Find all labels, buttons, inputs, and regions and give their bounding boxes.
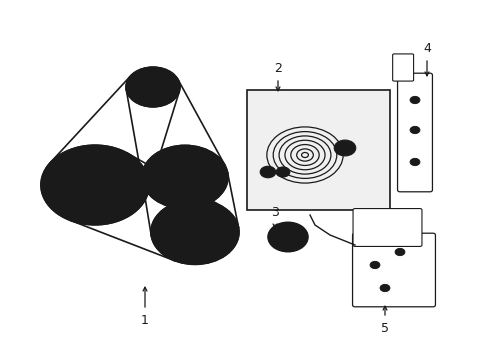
Circle shape	[260, 166, 275, 178]
Circle shape	[409, 126, 419, 134]
Circle shape	[142, 145, 227, 209]
Circle shape	[126, 67, 180, 107]
Circle shape	[409, 96, 419, 104]
Circle shape	[409, 158, 419, 166]
Circle shape	[340, 144, 349, 152]
Circle shape	[394, 248, 404, 256]
Circle shape	[151, 199, 239, 264]
Text: 3: 3	[270, 206, 278, 219]
Circle shape	[334, 140, 355, 156]
FancyBboxPatch shape	[392, 54, 413, 81]
FancyBboxPatch shape	[352, 208, 421, 247]
Circle shape	[369, 261, 379, 269]
Text: 2: 2	[273, 62, 282, 75]
Circle shape	[267, 222, 307, 252]
Circle shape	[151, 199, 239, 264]
Text: 5: 5	[380, 321, 388, 334]
Circle shape	[276, 167, 289, 177]
Circle shape	[41, 145, 149, 225]
Circle shape	[379, 284, 389, 292]
Circle shape	[142, 145, 227, 209]
FancyBboxPatch shape	[397, 73, 431, 192]
Text: 4: 4	[422, 41, 430, 54]
Bar	[246, 90, 389, 210]
Circle shape	[41, 145, 149, 225]
FancyBboxPatch shape	[352, 233, 434, 307]
Circle shape	[126, 67, 180, 107]
Text: 1: 1	[141, 314, 149, 327]
Circle shape	[278, 230, 297, 244]
Circle shape	[264, 170, 271, 175]
